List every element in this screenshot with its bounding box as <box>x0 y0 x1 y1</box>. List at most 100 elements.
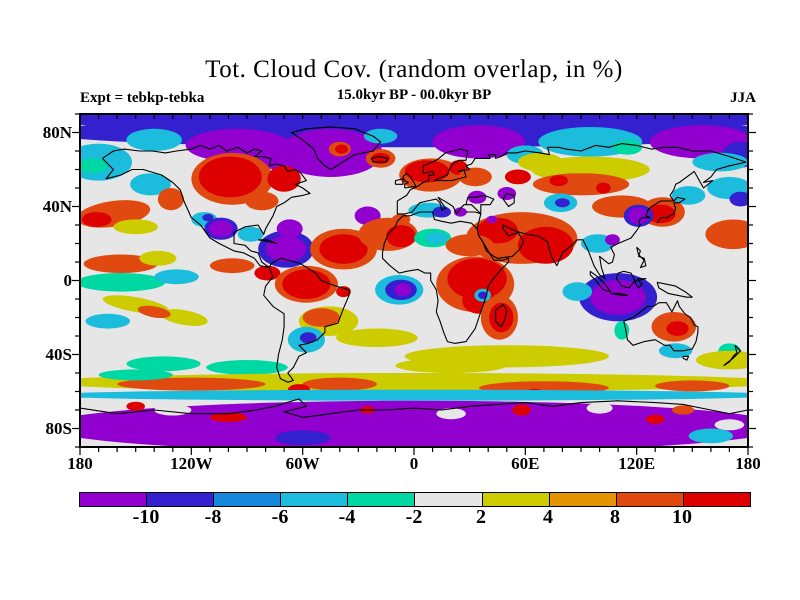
contour-patch <box>274 430 331 446</box>
contour-patch <box>302 308 340 327</box>
contour-patch <box>371 152 390 164</box>
contour-patch <box>81 212 112 227</box>
contour-patch <box>614 321 630 340</box>
coastline-path <box>290 126 382 170</box>
coastline-path <box>623 300 699 352</box>
coastline-path <box>396 194 495 215</box>
lon-tick-label: 0 <box>409 454 419 473</box>
contour-patch <box>590 279 646 315</box>
contour-patch <box>160 309 208 326</box>
lon-tick-label: 120W <box>170 454 213 473</box>
contour-patch <box>586 402 613 414</box>
lat-tick-label: 80S <box>45 418 72 438</box>
contour-patch <box>517 226 574 264</box>
contour-patch <box>299 332 317 344</box>
season-label: JJA <box>730 90 756 106</box>
contour-patch <box>688 428 734 444</box>
contour-patch <box>126 401 145 411</box>
colorbar-tick-label: 10 <box>672 506 692 528</box>
lon-tick-label: 60E <box>511 454 540 473</box>
contour-patch <box>555 198 570 208</box>
colorbar-tick-label: -2 <box>405 506 423 528</box>
contour-patch <box>692 152 748 172</box>
contour-patch <box>666 321 689 336</box>
contour-patch <box>612 139 643 155</box>
colorbar-tick-label: -8 <box>204 506 222 528</box>
coastline-path <box>397 148 526 202</box>
lon-tick-label: 60W <box>285 454 320 473</box>
coastline-path <box>656 196 686 224</box>
contour-patch <box>486 215 498 224</box>
coastline-path <box>402 172 417 189</box>
contour-patch <box>302 377 377 391</box>
coastline-path <box>615 270 636 289</box>
coastline-path <box>502 192 515 208</box>
contour-patch <box>386 225 416 248</box>
contour-patch <box>319 234 368 264</box>
contour-patch <box>655 380 730 392</box>
contour-patch <box>478 291 488 299</box>
coastline-path <box>381 211 510 344</box>
contour-patch <box>245 191 279 211</box>
coastline-path <box>525 143 747 163</box>
colorbar-tick-label: -4 <box>338 506 356 528</box>
coastline-path <box>466 211 606 280</box>
colorbar-segment <box>213 493 281 506</box>
contour-patch <box>404 160 450 183</box>
colorbar-tick-label: -10 <box>132 506 160 528</box>
contour-patch <box>208 220 234 237</box>
contour-patch <box>363 128 398 144</box>
contour-patch <box>137 305 171 319</box>
contour-patch <box>80 389 748 401</box>
contour-patch <box>267 165 301 192</box>
coastline-path <box>370 155 389 163</box>
contour-patch <box>447 258 507 300</box>
contour-patch <box>85 313 131 329</box>
colorbar-segment <box>615 493 683 506</box>
contour-patch <box>154 269 199 285</box>
contour-patch <box>395 358 507 373</box>
contour-patch <box>394 283 412 297</box>
contour-patch <box>83 254 158 274</box>
contour-patch <box>489 302 514 333</box>
coastline-path <box>723 344 742 367</box>
colorbar-segment <box>347 493 415 506</box>
contour-patch <box>265 236 307 262</box>
contour-patch <box>202 213 214 222</box>
contour-patch <box>282 269 331 299</box>
colorbar-tick-label: 8 <box>610 506 620 528</box>
contour-patch <box>237 226 264 242</box>
coastline-path <box>634 278 647 289</box>
coastline-path <box>263 257 350 383</box>
contour-patch <box>80 400 748 447</box>
contour-patch <box>453 207 467 217</box>
contour-patch <box>126 128 182 151</box>
colorbar-segment <box>548 493 616 506</box>
contour-patch <box>595 182 611 194</box>
world-map <box>72 113 756 455</box>
contour-patch <box>154 404 192 416</box>
lon-tick-label: 180 <box>67 454 93 473</box>
contour-patch <box>672 405 695 415</box>
contour-patch <box>206 360 288 375</box>
map-border <box>79 113 749 448</box>
contour-patch <box>696 350 748 370</box>
contour-patch <box>98 369 173 381</box>
contour-patch <box>113 219 158 235</box>
contour-fill <box>80 114 748 447</box>
experiment-label: Expt = tebkp-tebka <box>80 90 205 106</box>
contour-patch <box>157 188 184 211</box>
coastline-path <box>682 355 690 361</box>
contour-patch <box>532 173 630 196</box>
contour-patch <box>458 167 492 187</box>
contour-patch <box>425 232 448 244</box>
coastline-path <box>610 292 628 296</box>
plot-subtitle: 15.0kyr BP - 00.0kyr BP <box>336 87 492 103</box>
contour-patch <box>335 144 349 154</box>
contour-patch <box>562 282 593 301</box>
contour-patch <box>512 404 531 416</box>
colorbar-segment <box>481 493 549 506</box>
contour-patch <box>605 234 620 246</box>
lat-tick-label: 0 <box>63 270 73 290</box>
